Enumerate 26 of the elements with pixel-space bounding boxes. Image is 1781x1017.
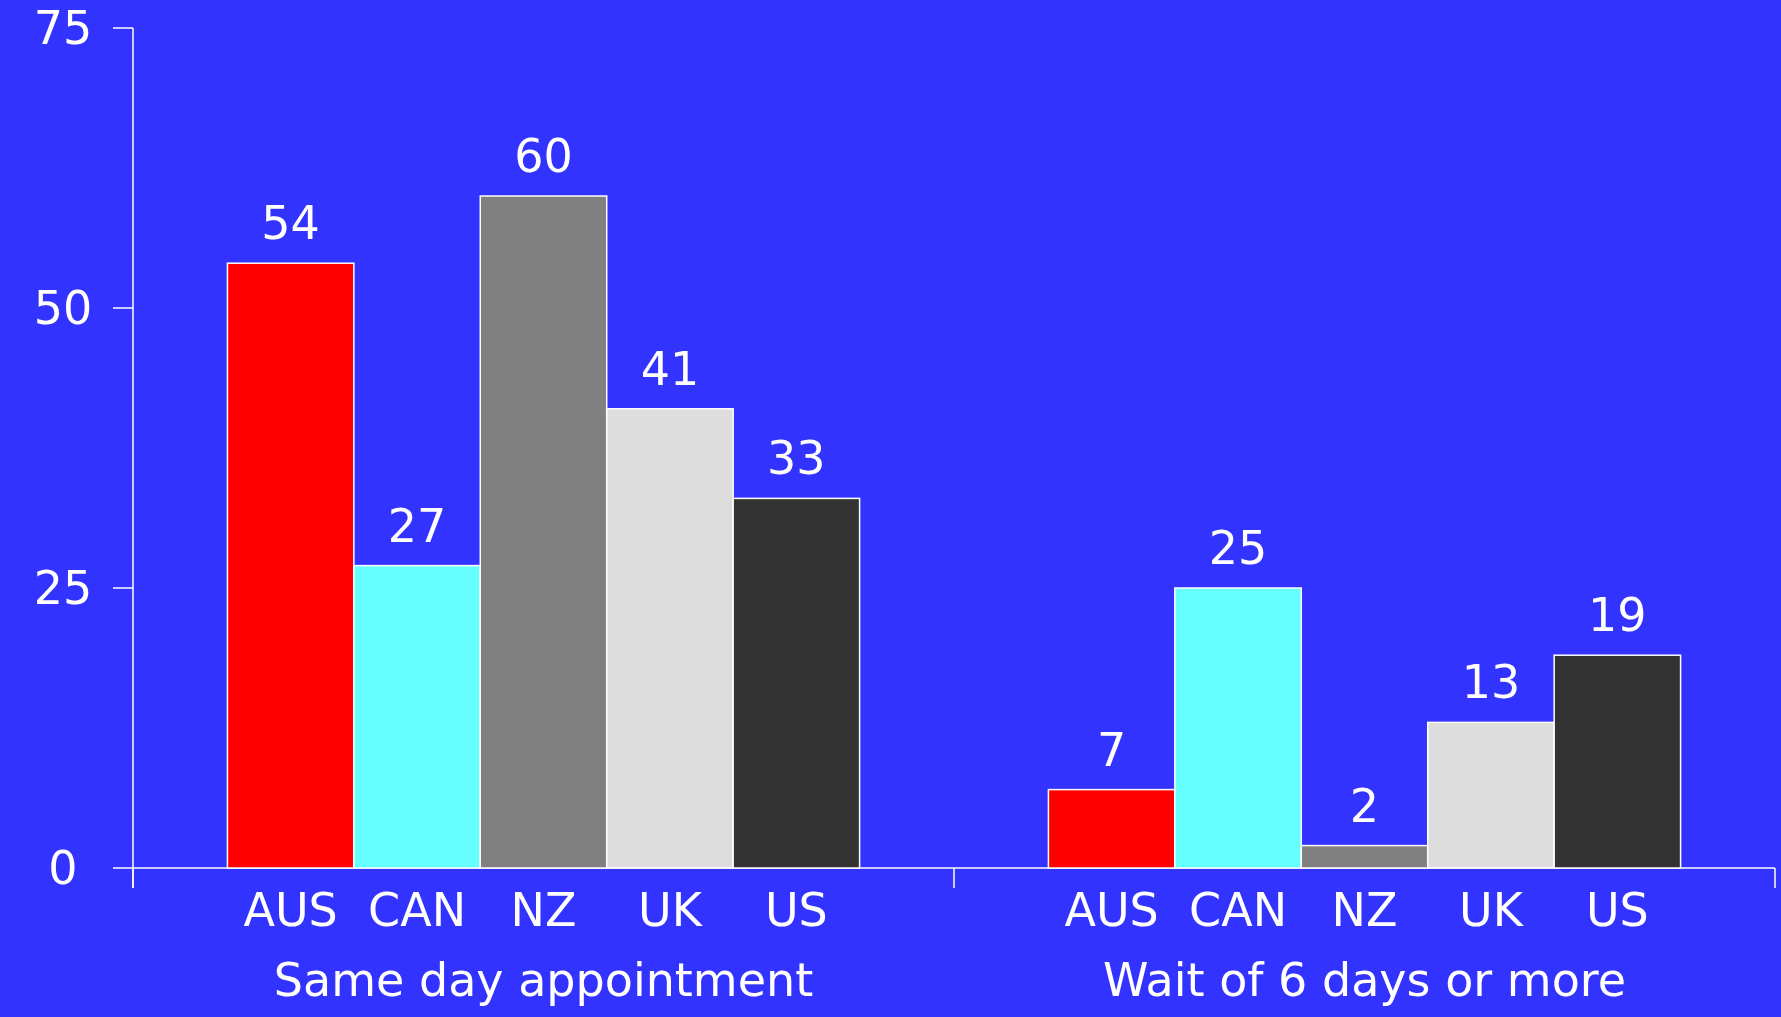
text: CAN xyxy=(1189,883,1288,937)
series-label: AUS xyxy=(243,883,338,937)
data-label: 25 xyxy=(1208,521,1268,575)
data-label: 41 xyxy=(640,341,700,396)
x-tick-label: Wait of 6 days or more xyxy=(1102,953,1627,1007)
y-tick-label: 50 xyxy=(33,281,93,336)
series-label: US xyxy=(764,883,828,937)
data-label: 33 xyxy=(767,431,826,486)
data-label: 7 xyxy=(1096,722,1127,777)
data-label: 54 xyxy=(261,196,320,251)
x-tick-label: Same day appointment xyxy=(273,953,814,1007)
series-label: NZ xyxy=(510,883,577,937)
y-tick-label: 0 xyxy=(48,841,78,896)
data-label: 2 xyxy=(1349,778,1380,833)
text: NZ xyxy=(1331,883,1398,937)
y-tick-label: 25 xyxy=(33,561,93,616)
data-label: 13 xyxy=(1461,655,1521,710)
series-label: UK xyxy=(638,883,704,937)
text: US xyxy=(1585,883,1649,937)
text: UK xyxy=(1459,883,1523,937)
y-tick-label: 75 xyxy=(33,1,93,56)
data-label: 27 xyxy=(387,498,447,553)
text: AUS xyxy=(1064,883,1159,937)
data-label: 19 xyxy=(1588,588,1647,643)
data-label: 60 xyxy=(514,129,573,183)
series-label: CAN xyxy=(368,883,467,937)
